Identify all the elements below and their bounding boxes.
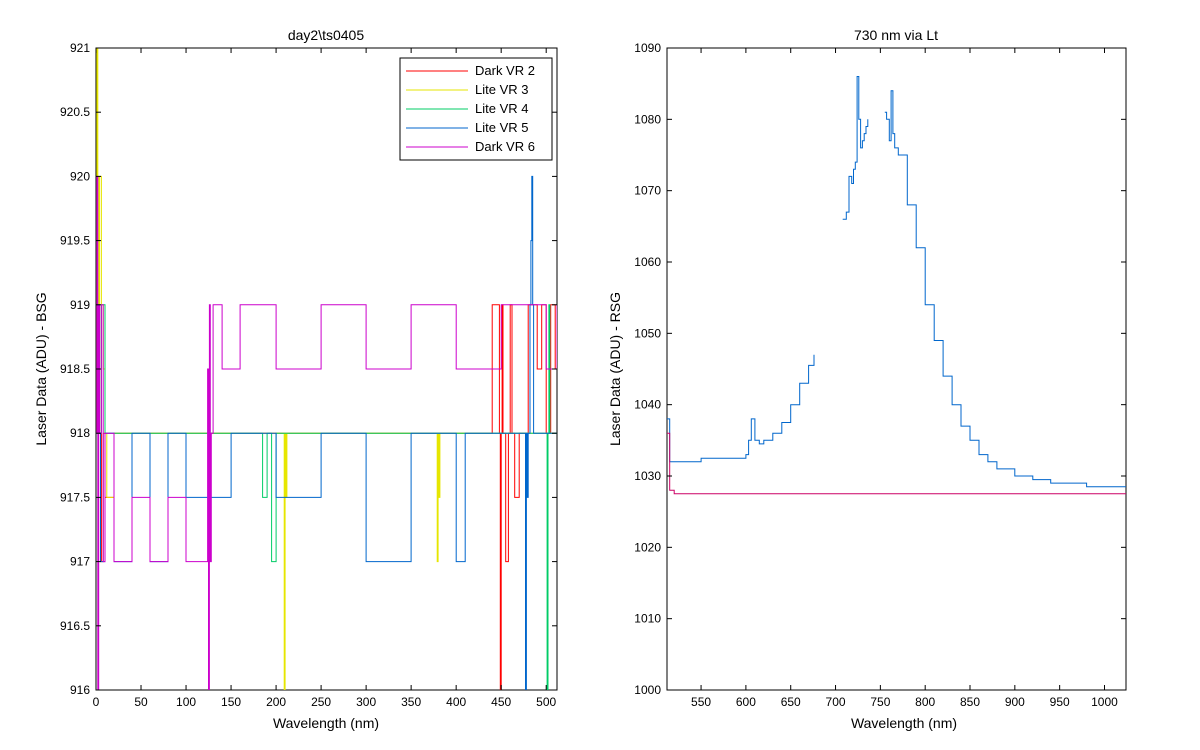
legend-entry-dark-vr-6: Dark VR 6 — [406, 139, 535, 154]
left-chart-title: day2\ts0405 — [288, 27, 364, 43]
legend-entry-lite-vr-5: Lite VR 5 — [406, 120, 528, 135]
right-chart-x-tick-label-2: 650 — [781, 695, 801, 709]
left-chart-x-tick-label-9: 450 — [491, 695, 511, 709]
left-chart-x-tick-label-3: 150 — [221, 695, 241, 709]
legend-entry-lite-vr-4: Lite VR 4 — [406, 101, 528, 116]
left-chart-y-tick-label-2: 917 — [70, 555, 90, 569]
left-chart-x-tick-label-6: 300 — [356, 695, 376, 709]
left-chart-y-axis-label: Laser Data (ADU) - BSG — [33, 292, 49, 445]
right-chart-x-tick-label-1: 600 — [736, 695, 756, 709]
left-chart-x-tick-label-2: 100 — [176, 695, 196, 709]
legend-label-dark-vr-2: Dark VR 2 — [475, 63, 535, 78]
right-chart-y-tick-label-3: 1030 — [634, 469, 661, 483]
left-chart-y-tick-label-9: 920.5 — [60, 105, 90, 119]
right-chart-y-tick-label-5: 1050 — [634, 326, 661, 340]
right-chart-plot-area: 550 600 650 700 750 800 850 900 950 1000 1000 1010 1… — [634, 41, 1127, 709]
right-chart-series-0-line-segment-1 — [842, 76, 869, 220]
left-chart-y-tick-label-6: 919 — [70, 298, 90, 312]
left-chart-y-tick-label-5: 918.5 — [60, 362, 90, 376]
right-chart-title: 730 nm via Lt — [854, 27, 938, 43]
left-chart-y-tick-label-1: 916.5 — [60, 619, 90, 633]
right-chart-x-tick-label-9: 1000 — [1091, 695, 1118, 709]
right-chart-x-axis-label: Wavelength (nm) — [851, 715, 957, 731]
left-chart-x-tick-label-8: 400 — [446, 695, 466, 709]
left-chart-x-tick-label-7: 350 — [401, 695, 421, 709]
left-chart-x-tick-label-10: 500 — [536, 695, 556, 709]
legend-label-lite-vr-5: Lite VR 5 — [475, 120, 528, 135]
left-chart-y-tick-label-0: 916 — [70, 683, 90, 697]
legend-entry-dark-vr-2: Dark VR 2 — [406, 63, 535, 78]
left-chart: day2\ts0405 0 50 100 150 200 250 300 350 400 450 5… — [33, 27, 558, 731]
right-chart-y-axis-label: Laser Data (ADU) - RSG — [607, 292, 623, 446]
legend-label-lite-vr-3: Lite VR 3 — [475, 82, 528, 97]
left-chart-y-tick-label-10: 921 — [70, 41, 90, 55]
right-chart-y-tick-label-0: 1000 — [634, 683, 661, 697]
left-chart-x-axis-label: Wavelength (nm) — [273, 715, 379, 731]
legend-label-lite-vr-4: Lite VR 4 — [475, 101, 528, 116]
legend-label-dark-vr-6: Dark VR 6 — [475, 139, 535, 154]
legend-entry-lite-vr-3: Lite VR 3 — [406, 82, 528, 97]
right-chart-x-tick-label-0: 550 — [691, 695, 711, 709]
left-chart-y-tick-label-4: 918 — [70, 426, 90, 440]
left-chart-y-tick-label-8: 920 — [70, 169, 90, 183]
right-chart-x-tick-label-3: 700 — [826, 695, 846, 709]
right-chart-x-tick-label-6: 850 — [960, 695, 980, 709]
right-chart-x-tick-label-7: 900 — [1005, 695, 1025, 709]
left-chart-series-3-line — [96, 175, 557, 690]
right-chart-y-tick-label-4: 1040 — [634, 398, 661, 412]
right-chart-series-0-line-segment-2 — [884, 90, 1126, 488]
right-chart-x-tick-label-5: 800 — [915, 695, 935, 709]
right-chart: 730 nm via Lt 550 600 650 700 750 800 850 900 95… — [607, 27, 1127, 731]
left-chart-y-tick-label-3: 917.5 — [60, 490, 90, 504]
left-chart-x-tick-label-4: 200 — [266, 695, 286, 709]
right-chart-y-tick-label-9: 1090 — [634, 41, 661, 55]
left-chart-x-tick-label-5: 250 — [311, 695, 331, 709]
right-chart-series-group — [667, 76, 1126, 495]
left-chart-legend: Dark VR 2 Lite VR 3 Lite VR 4 Lite VR 5 … — [399, 57, 553, 161]
right-chart-x-tick-label-4: 750 — [870, 695, 890, 709]
right-chart-series-0-line-segment-0 — [667, 354, 815, 463]
right-chart-x-tick-label-8: 950 — [1050, 695, 1070, 709]
right-chart-y-tick-label-1: 1010 — [634, 612, 661, 626]
right-chart-axes-box — [666, 47, 1127, 691]
left-chart-x-tick-label-0: 0 — [93, 695, 100, 709]
right-chart-series-1-line — [667, 432, 1126, 495]
left-chart-series-4-line — [96, 175, 557, 690]
right-chart-y-tick-label-6: 1060 — [634, 255, 661, 269]
right-chart-y-tick-label-8: 1080 — [634, 112, 661, 126]
left-chart-y-tick-label-7: 919.5 — [60, 234, 90, 248]
left-chart-x-tick-label-1: 50 — [134, 695, 148, 709]
right-chart-y-tick-label-7: 1070 — [634, 184, 661, 198]
right-chart-y-tick-label-2: 1020 — [634, 540, 661, 554]
